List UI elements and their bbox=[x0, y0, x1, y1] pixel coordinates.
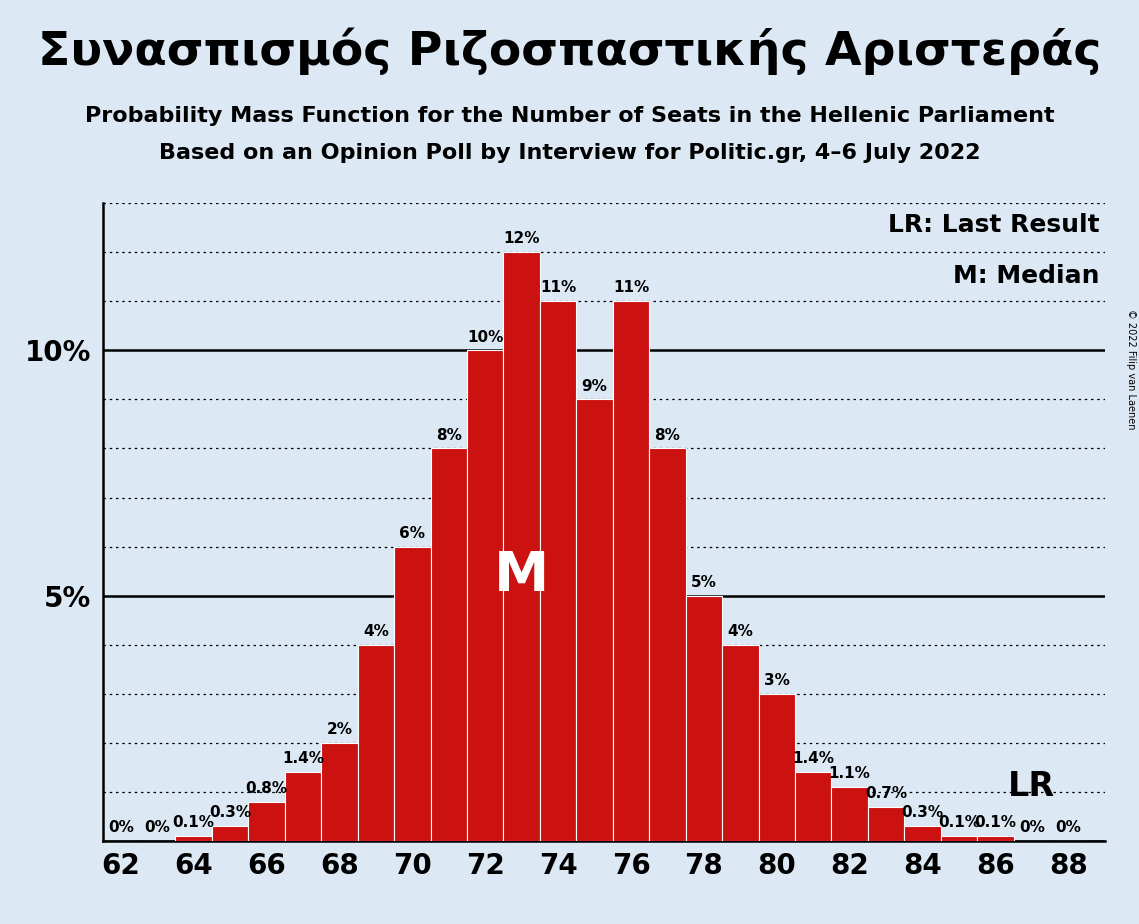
Bar bbox=[649, 448, 686, 841]
Text: 8%: 8% bbox=[655, 428, 680, 443]
Bar bbox=[977, 836, 1014, 841]
Text: 12%: 12% bbox=[503, 231, 540, 247]
Text: 0%: 0% bbox=[1056, 820, 1081, 835]
Text: M: Median: M: Median bbox=[953, 264, 1100, 288]
Text: 0%: 0% bbox=[108, 820, 133, 835]
Text: LR: LR bbox=[1008, 771, 1056, 803]
Text: 0.1%: 0.1% bbox=[173, 815, 214, 830]
Bar bbox=[941, 836, 977, 841]
Bar bbox=[212, 826, 248, 841]
Text: 1.1%: 1.1% bbox=[829, 766, 870, 781]
Bar bbox=[795, 772, 831, 841]
Text: © 2022 Filip van Laenen: © 2022 Filip van Laenen bbox=[1126, 310, 1136, 430]
Text: 11%: 11% bbox=[613, 281, 649, 296]
Text: 1.4%: 1.4% bbox=[282, 751, 323, 766]
Text: 8%: 8% bbox=[436, 428, 461, 443]
Text: LR: Last Result: LR: Last Result bbox=[888, 213, 1100, 237]
Text: 0%: 0% bbox=[145, 820, 170, 835]
Bar bbox=[431, 448, 467, 841]
Text: 0.8%: 0.8% bbox=[246, 781, 287, 796]
Text: 4%: 4% bbox=[728, 624, 753, 638]
Text: 11%: 11% bbox=[540, 281, 576, 296]
Text: 4%: 4% bbox=[363, 624, 388, 638]
Text: 0.3%: 0.3% bbox=[902, 805, 943, 821]
Text: 3%: 3% bbox=[764, 673, 789, 687]
Bar bbox=[686, 596, 722, 841]
Bar bbox=[576, 399, 613, 841]
Bar bbox=[321, 743, 358, 841]
Bar bbox=[285, 772, 321, 841]
Text: 5%: 5% bbox=[691, 575, 716, 590]
Text: 10%: 10% bbox=[467, 330, 503, 345]
Text: 2%: 2% bbox=[327, 722, 352, 736]
Bar bbox=[613, 301, 649, 841]
Bar bbox=[831, 787, 868, 841]
Text: 0.1%: 0.1% bbox=[975, 815, 1016, 830]
Text: 9%: 9% bbox=[582, 379, 607, 394]
Text: 0%: 0% bbox=[1019, 820, 1044, 835]
Text: 1.4%: 1.4% bbox=[793, 751, 834, 766]
Bar bbox=[358, 645, 394, 841]
Text: 0.1%: 0.1% bbox=[939, 815, 980, 830]
Text: Based on an Opinion Poll by Interview for Politic.gr, 4–6 July 2022: Based on an Opinion Poll by Interview fo… bbox=[158, 143, 981, 164]
Text: M: M bbox=[494, 549, 549, 603]
Bar bbox=[467, 350, 503, 841]
Bar bbox=[868, 807, 904, 841]
Bar bbox=[394, 547, 431, 841]
Bar bbox=[722, 645, 759, 841]
Text: Συνασπισμός Ριζοσπαστικής Αριστεράς: Συνασπισμός Ριζοσπαστικής Αριστεράς bbox=[38, 28, 1101, 75]
Bar bbox=[904, 826, 941, 841]
Text: 6%: 6% bbox=[400, 526, 425, 541]
Text: 0.7%: 0.7% bbox=[866, 785, 907, 800]
Bar bbox=[540, 301, 576, 841]
Bar bbox=[175, 836, 212, 841]
Bar bbox=[759, 694, 795, 841]
Text: Probability Mass Function for the Number of Seats in the Hellenic Parliament: Probability Mass Function for the Number… bbox=[84, 106, 1055, 127]
Bar bbox=[248, 802, 285, 841]
Bar bbox=[503, 252, 540, 841]
Text: 0.3%: 0.3% bbox=[210, 805, 251, 821]
